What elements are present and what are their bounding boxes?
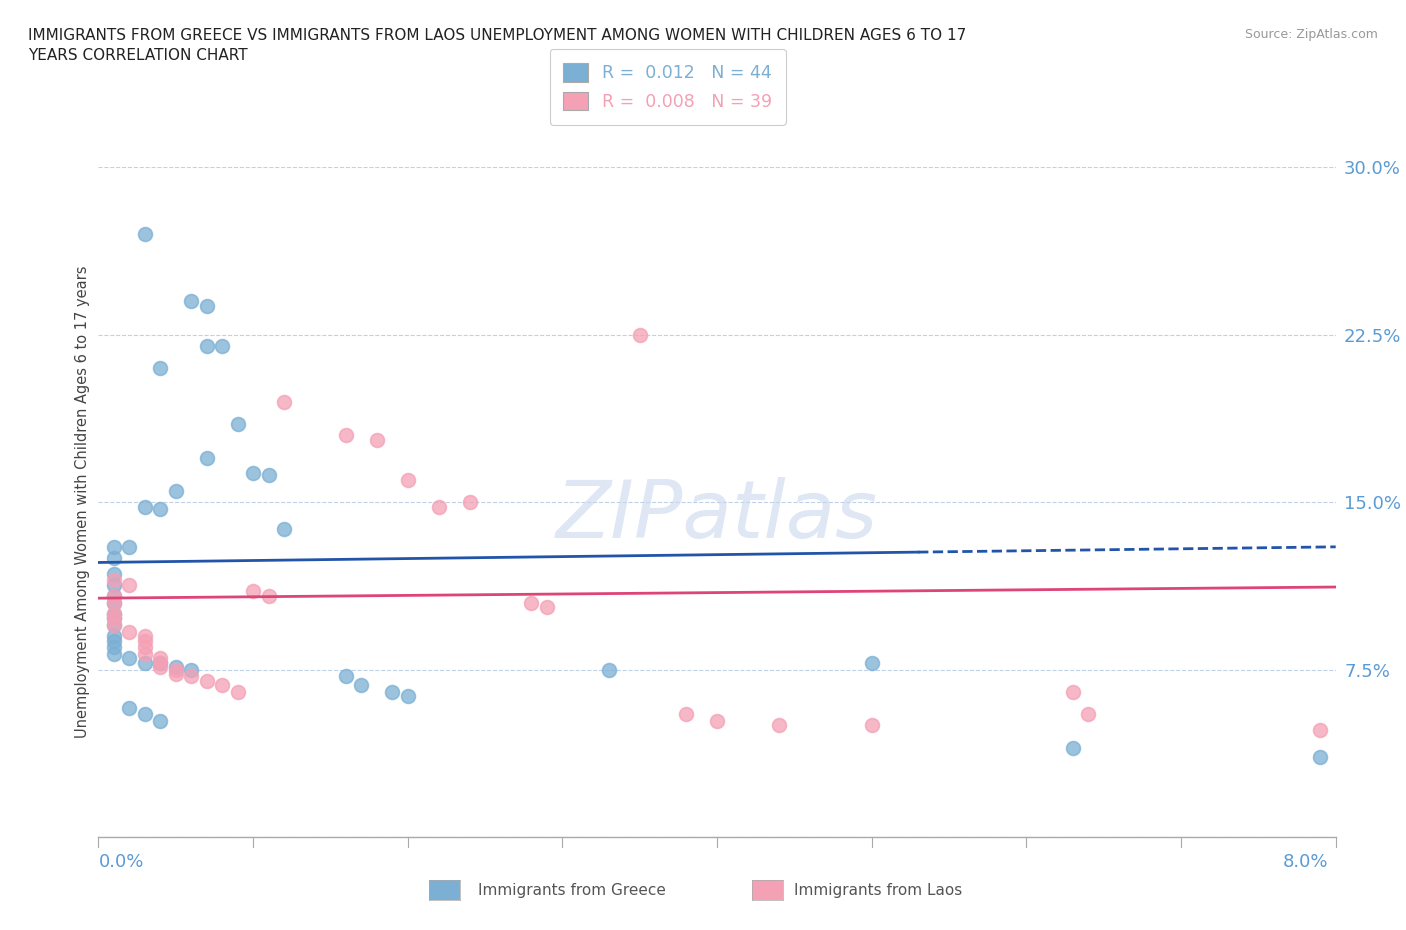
Point [273,394,295,409]
Point [149,501,172,516]
Point [103,611,125,626]
Point [103,589,125,604]
Point [675,707,697,722]
Point [195,673,218,688]
Point [768,718,790,733]
Point [165,667,187,682]
Point [396,472,419,487]
Text: ZIPatlas: ZIPatlas [555,476,879,554]
Point [195,299,218,313]
Point [103,551,125,565]
Point [103,578,125,592]
Point [134,707,156,722]
Point [118,578,141,592]
Point [134,633,156,648]
Point [350,678,373,693]
Point [366,432,388,447]
Point [1309,750,1331,764]
Point [273,522,295,537]
Point [165,484,187,498]
Point [118,651,141,666]
Point [458,495,481,510]
Point [1062,684,1084,699]
Point [149,713,172,728]
Point [396,689,419,704]
Point [149,656,172,671]
Text: 8.0%: 8.0% [1284,853,1329,871]
Point [149,660,172,675]
Point [1309,723,1331,737]
Point [195,339,218,353]
Point [134,629,156,644]
Point [427,499,450,514]
Point [118,700,141,715]
Point [103,566,125,581]
Point [706,713,728,728]
Text: Source: ZipAtlas.com: Source: ZipAtlas.com [1244,28,1378,41]
Text: Immigrants from Laos: Immigrants from Laos [794,884,963,898]
Point [134,227,156,242]
Point [860,656,883,671]
Point [242,466,264,481]
Point [598,662,620,677]
Point [335,428,357,443]
Point [257,589,280,604]
Text: 0.0%: 0.0% [98,853,143,871]
Point [103,606,125,621]
Point [118,539,141,554]
Point [195,450,218,465]
Point [628,327,651,342]
Point [520,595,543,610]
Text: IMMIGRANTS FROM GREECE VS IMMIGRANTS FROM LAOS UNEMPLOYMENT AMONG WOMEN WITH CHI: IMMIGRANTS FROM GREECE VS IMMIGRANTS FRO… [28,28,966,62]
Point [335,669,357,684]
Point [103,573,125,588]
Point [103,611,125,626]
Point [103,633,125,648]
Point [381,684,404,699]
Point [118,624,141,639]
Point [134,640,156,655]
Point [257,468,280,483]
Point [103,618,125,632]
Point [226,417,249,432]
Point [103,629,125,644]
Point [860,718,883,733]
Point [149,651,172,666]
Point [149,656,172,671]
Point [103,595,125,610]
Y-axis label: Unemployment Among Women with Children Ages 6 to 17 years: Unemployment Among Women with Children A… [75,266,90,738]
Point [1062,740,1084,755]
Legend: R =  0.012   N = 44, R =  0.008   N = 39: R = 0.012 N = 44, R = 0.008 N = 39 [550,49,786,125]
Point [242,584,264,599]
Point [103,589,125,604]
Point [103,640,125,655]
Point [103,606,125,621]
Point [1077,707,1099,722]
Point [149,361,172,376]
Text: Immigrants from Greece: Immigrants from Greece [478,884,666,898]
Point [103,618,125,632]
Point [180,669,202,684]
Point [134,499,156,514]
Point [180,662,202,677]
Point [165,662,187,677]
Point [134,646,156,661]
Point [211,339,233,353]
Point [165,660,187,675]
Point [226,684,249,699]
Point [103,595,125,610]
Point [103,646,125,661]
Point [211,678,233,693]
Point [180,294,202,309]
Point [134,656,156,671]
Point [536,600,558,615]
Point [103,539,125,554]
